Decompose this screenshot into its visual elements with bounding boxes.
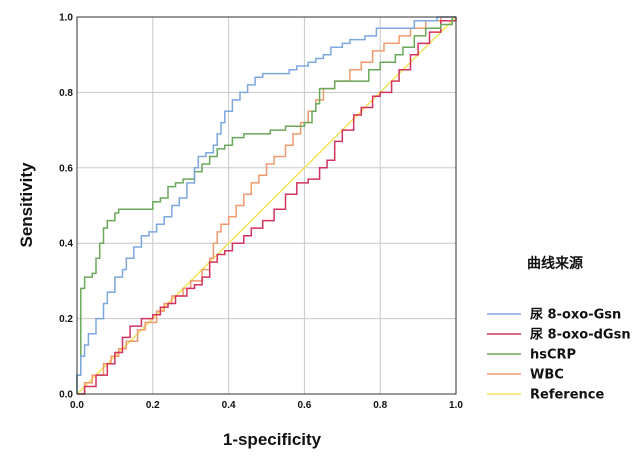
x-tick-label: 0.8 [373, 400, 387, 411]
legend: 尿 8-oxo-Gsn 尿 8-oxo-dGsn hsCRP WBC Reference [487, 308, 631, 403]
series-line-2 [76, 16, 456, 394]
legend-title: 曲线来源 [527, 255, 583, 272]
x-tick-label: 0.4 [222, 400, 236, 411]
series-line-1 [77, 17, 457, 395]
y-tick-label: 0.2 [59, 314, 73, 325]
series-line-4 [76, 16, 457, 395]
x-tick-label: 1.0 [449, 400, 463, 411]
legend-label-3: WBC [530, 368, 564, 383]
legend-label-0: 尿 8-oxo-Gsn [530, 308, 621, 323]
y-tick-label: 0.6 [59, 163, 73, 174]
x-tick-label: 0.6 [297, 400, 311, 411]
y-tick-label: 0.0 [59, 390, 73, 401]
x-tick-label: 0.2 [146, 400, 160, 411]
x-tick-label: 0.0 [70, 400, 84, 411]
series-lines [76, 16, 457, 395]
legend-label-2: hsCRP [530, 348, 576, 363]
x-axis-title: 1-specificity [223, 430, 322, 449]
tick-labels: 0.0 0.2 0.4 0.6 0.8 1.0 0.0 0.2 0.4 0.6 0.8 1.0 [59, 13, 463, 412]
y-axis-title: Sensitivity [17, 162, 36, 248]
series-line-3 [77, 16, 456, 395]
y-tick-label: 1.0 [59, 13, 73, 24]
plot-frame [76, 16, 457, 395]
legend-label-1: 尿 8-oxo-dGsn [530, 328, 631, 343]
legend-label-4: Reference [530, 388, 604, 403]
series-line-0 [76, 16, 456, 394]
y-tick-label: 0.8 [59, 88, 73, 99]
y-tick-label: 0.4 [59, 239, 73, 250]
